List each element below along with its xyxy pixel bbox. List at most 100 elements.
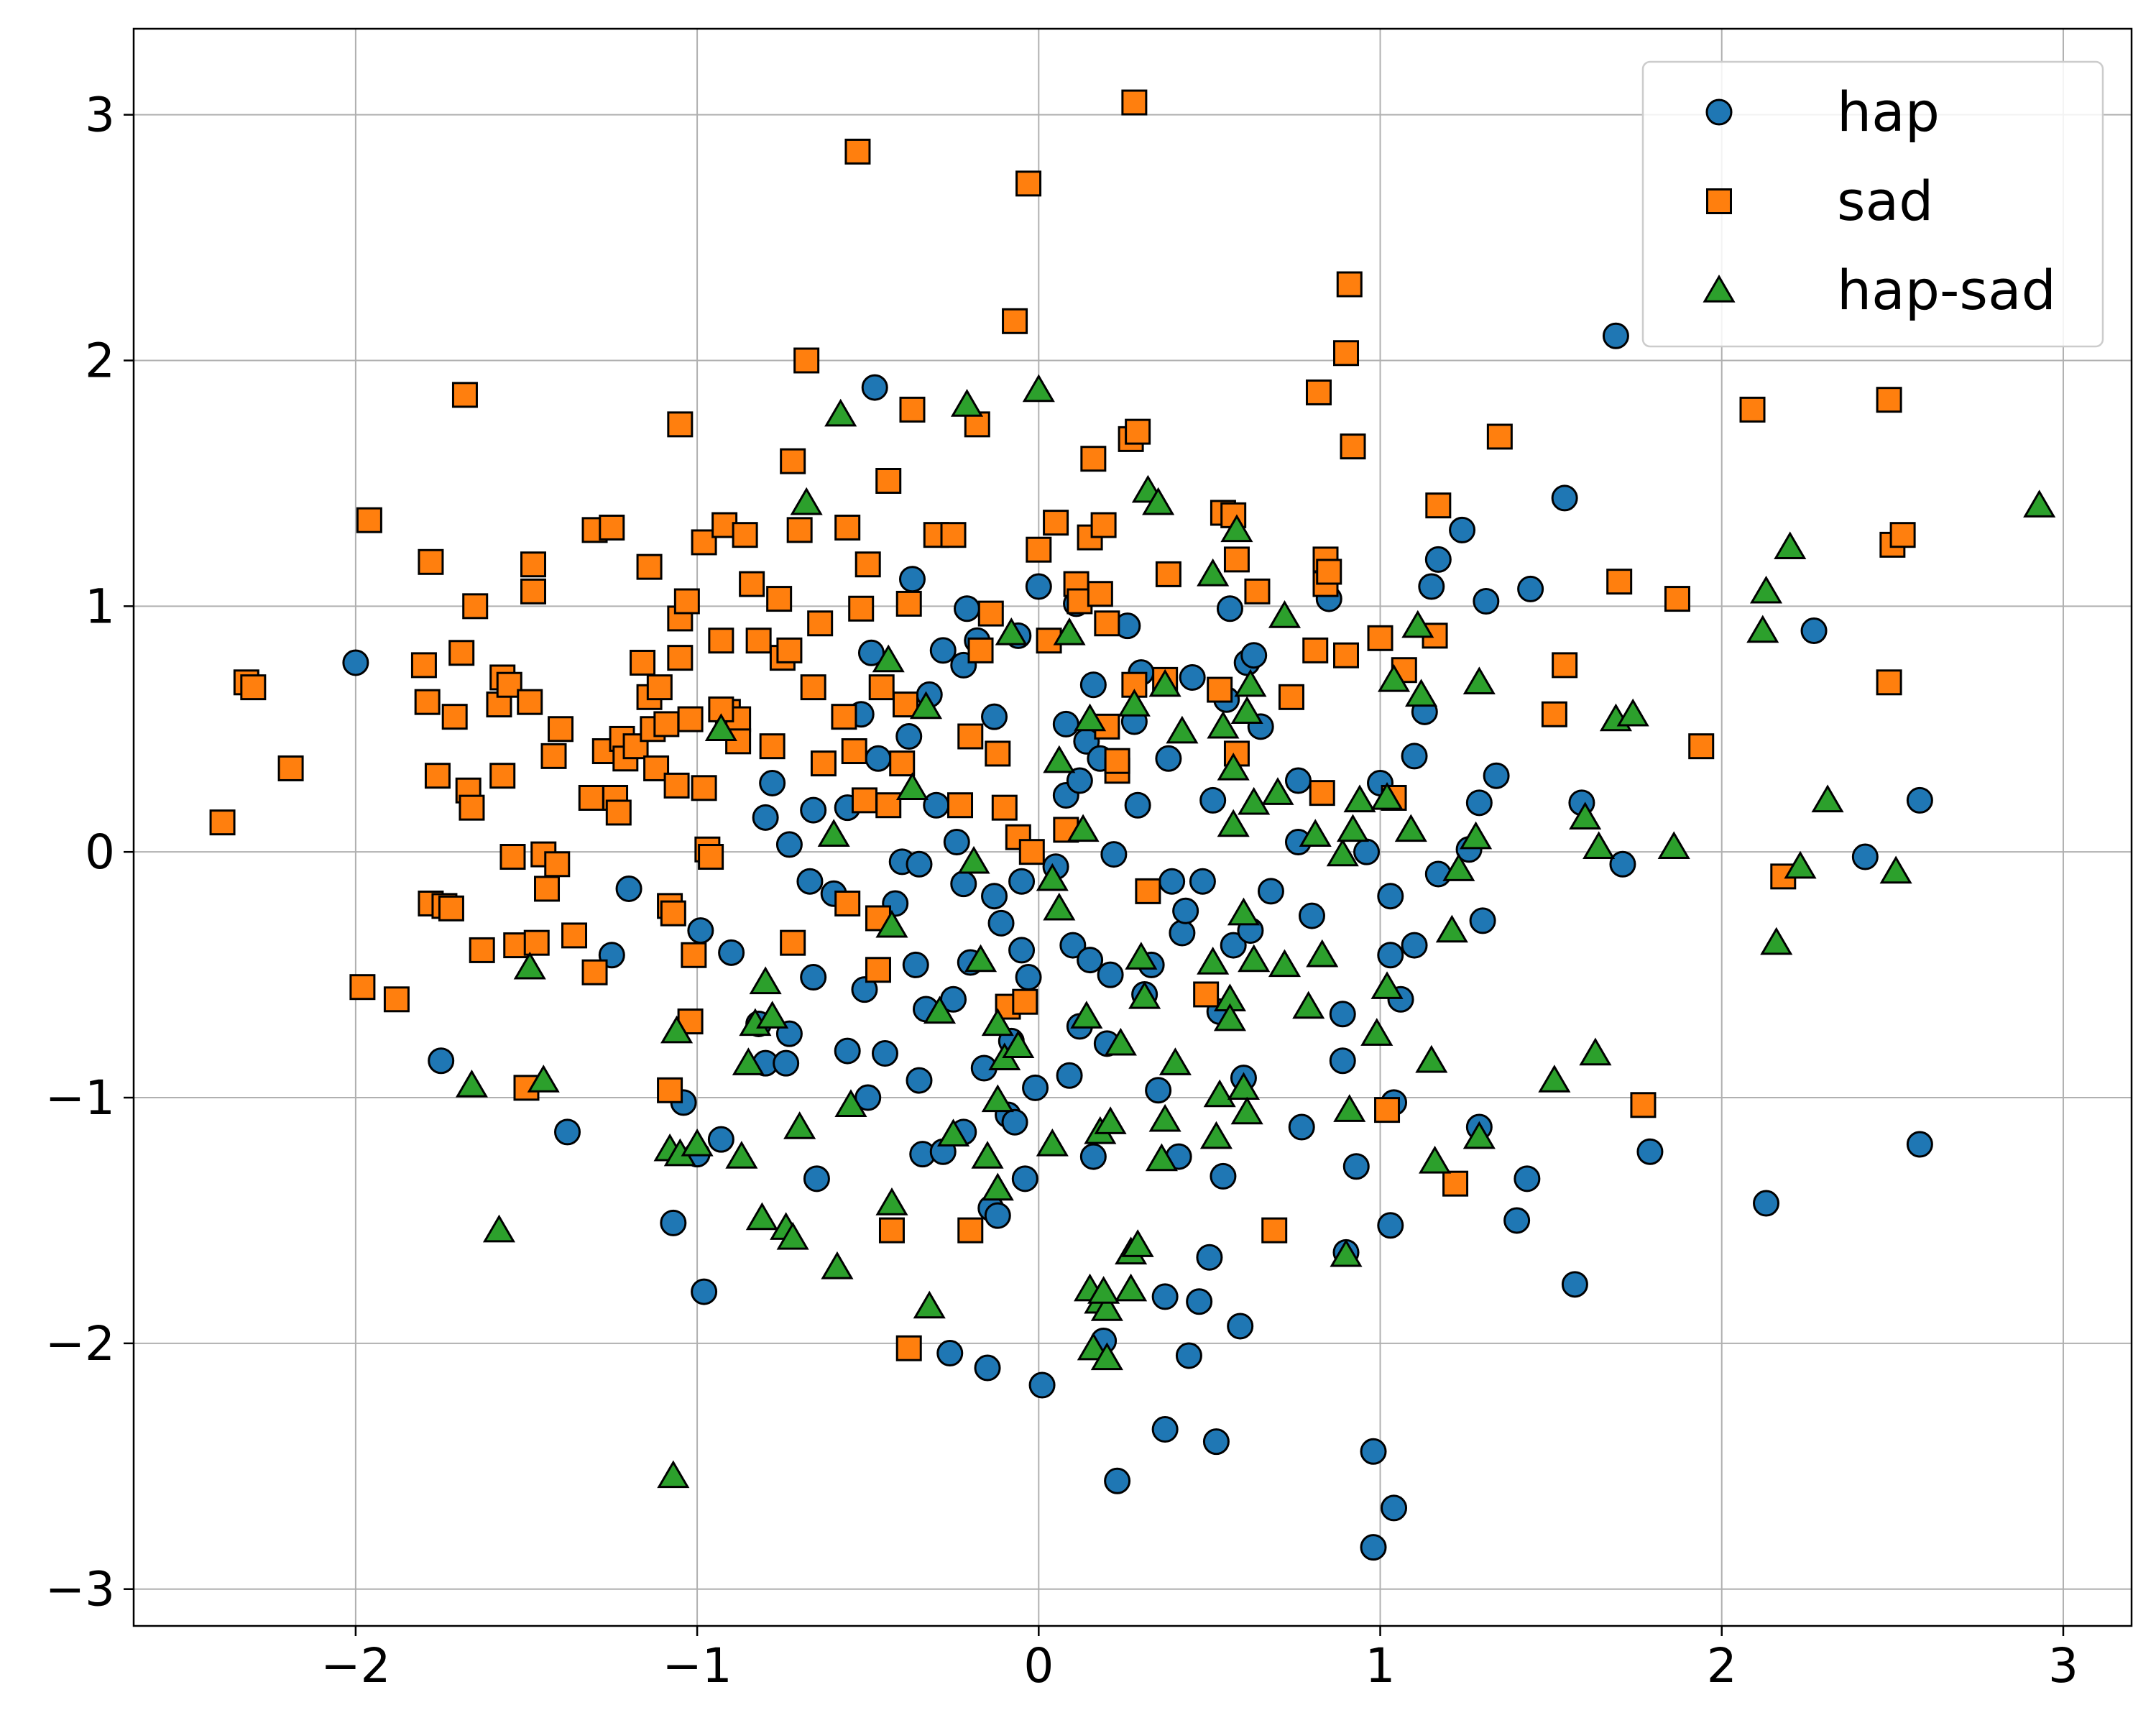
hap-sad-point [872,644,905,673]
hap-sad-point [1299,819,1332,847]
hap-point [800,796,827,824]
hap-sad-point [1360,1018,1393,1046]
hap-point [834,1037,861,1065]
sad-point [1336,271,1363,298]
y-tick-label: −1 [45,1070,115,1126]
sad-point [895,1335,922,1361]
hap-point [1288,1113,1315,1141]
hap-point [981,703,1008,730]
legend-box [1641,60,2104,348]
hap-sad-point [1213,1003,1246,1031]
sad-point [1302,637,1329,663]
sad-point [1552,652,1578,679]
hap-sad-point [1333,1094,1366,1122]
hap-point [1851,843,1879,870]
hap-point [1602,322,1629,349]
hap-point [1298,902,1325,929]
sad-point [534,876,561,902]
sad-point [985,740,1011,767]
hap-point [759,769,786,796]
sad-point [1739,396,1766,423]
hap-sad-point [1074,703,1107,732]
sad-point [1309,780,1335,806]
hap-point [1609,850,1636,878]
hap-sad-point [1197,558,1230,587]
sad-point [1043,510,1069,536]
hap-sad-point [1238,944,1271,973]
sad-point [489,763,516,789]
sad-point [1261,1217,1288,1244]
y-tick-label: 1 [85,579,115,634]
hap-sad-point [1217,809,1250,837]
hap-sad-point [1043,745,1076,773]
hap-sad-point [790,487,823,515]
sad-point [831,704,857,730]
hap-point [1401,932,1428,959]
sad-point [1012,988,1038,1015]
hap-point [1503,1207,1531,1234]
grid-lines [134,29,2132,1626]
hap-sad-point [875,1187,908,1215]
sad-point [1015,170,1042,197]
hap-point [1329,1047,1356,1075]
hap-sad-point [1142,487,1175,515]
hap-sad-point [1148,1103,1181,1132]
hap-point [1906,1131,1933,1158]
hap-point [1449,516,1476,543]
sad-point [1876,669,1902,696]
series-hap-sad [455,374,2056,1489]
sad-point [732,522,758,548]
hap-sad-point [1579,1037,1612,1066]
hap-sad-point [1238,786,1271,815]
hap-point [1059,932,1087,959]
hap-sad-point [704,713,737,741]
sad-point [1193,981,1220,1008]
x-tick-label: 2 [1707,1638,1737,1693]
sad-point [349,974,376,1001]
hap-sad-point [1370,971,1404,999]
hap-point [1377,942,1404,969]
hap-point [1517,575,1544,602]
hap-point [1220,932,1247,959]
hap-point [687,917,714,945]
hap-point [691,1278,718,1305]
hap-point [1401,743,1428,770]
hap-sad-point [1128,980,1161,1009]
sad-point [356,507,382,533]
hap-sad-point [1077,1332,1110,1361]
y-tick-label: −2 [45,1316,115,1371]
hap-point [554,1118,581,1146]
sad-point [1340,433,1366,460]
hap-point [660,1209,687,1236]
sad-point [1104,748,1130,774]
hap-sad-point [1234,668,1267,697]
hap-point [1353,838,1381,865]
sad-point [523,929,550,956]
x-tick-label: −2 [321,1638,390,1693]
hap-point [1155,745,1182,772]
sad-point [1223,546,1250,573]
sad-point [868,674,895,701]
hap-sad-point [1343,784,1376,813]
plot-frame [132,27,2133,1627]
hap-sad-point [1460,821,1493,850]
hap-sad-point [749,966,782,995]
hap-sad-point [1145,1143,1178,1172]
hap-point [936,1340,964,1367]
sad-point [875,467,902,494]
hap-point [796,868,824,895]
sad-point [561,922,588,949]
sad-point [681,942,707,968]
hap-point [1151,1283,1179,1310]
hap-sad-point [981,1172,1014,1201]
hap-sad-point [817,819,850,847]
hap-point [1186,1288,1213,1315]
hap-point [1022,1074,1049,1101]
hap-point [1175,1342,1202,1369]
hap-sad-point [1306,939,1339,968]
hap-point [943,829,970,856]
hap-point [1424,546,1452,573]
hap-sad-point [1022,374,1055,403]
hap-sad-point [834,1089,867,1117]
hap-sad-point [1121,1229,1154,1257]
